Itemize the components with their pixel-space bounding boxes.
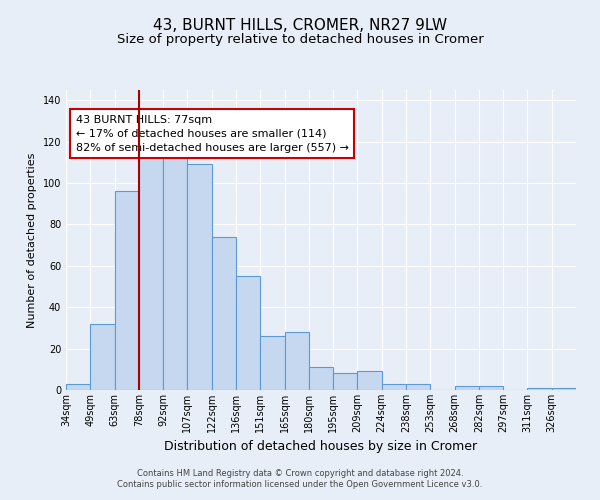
Text: Contains HM Land Registry data © Crown copyright and database right 2024.: Contains HM Land Registry data © Crown c… (137, 468, 463, 477)
Text: Contains public sector information licensed under the Open Government Licence v3: Contains public sector information licen… (118, 480, 482, 489)
Bar (187, 164, 212, 390)
Bar (139, 156, 163, 390)
Bar (212, 237, 236, 390)
Bar (66, 384, 90, 390)
Bar (552, 388, 576, 390)
Bar (527, 388, 552, 390)
Text: 43 BURNT HILLS: 77sqm
← 17% of detached houses are smaller (114)
82% of semi-det: 43 BURNT HILLS: 77sqm ← 17% of detached … (76, 115, 349, 153)
Bar (333, 374, 358, 390)
Y-axis label: Number of detached properties: Number of detached properties (27, 152, 37, 328)
Bar (455, 386, 479, 390)
Text: 43, BURNT HILLS, CROMER, NR27 9LW: 43, BURNT HILLS, CROMER, NR27 9LW (153, 18, 447, 32)
Bar (115, 192, 139, 390)
Bar (309, 367, 333, 390)
Bar (479, 386, 503, 390)
Bar (358, 372, 382, 390)
Bar (284, 332, 309, 390)
Bar (382, 384, 406, 390)
X-axis label: Distribution of detached houses by size in Cromer: Distribution of detached houses by size … (164, 440, 478, 454)
Text: Size of property relative to detached houses in Cromer: Size of property relative to detached ho… (116, 32, 484, 46)
Bar (236, 276, 260, 390)
Bar (90, 324, 115, 390)
Bar (260, 336, 284, 390)
Bar (406, 384, 430, 390)
Bar (163, 156, 187, 390)
